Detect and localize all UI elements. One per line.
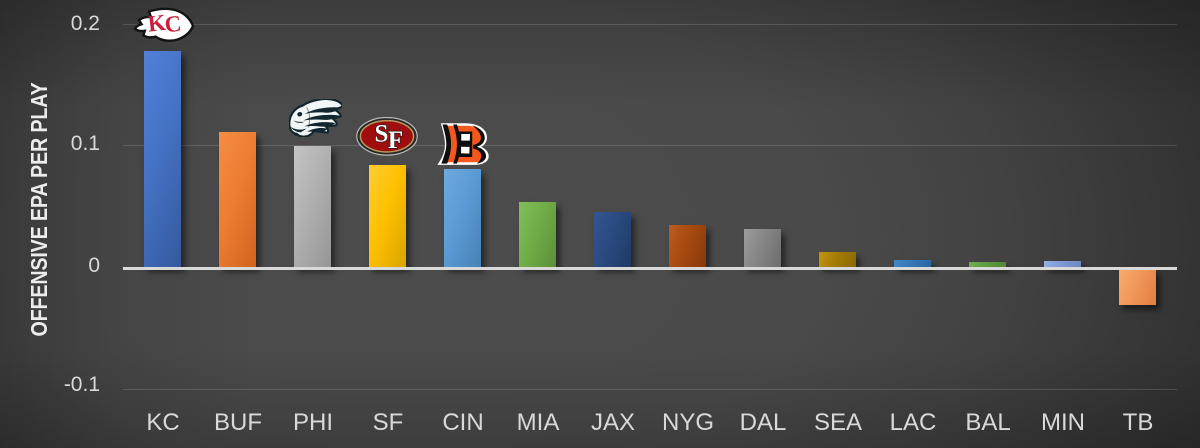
svg-text:F: F [388,127,403,154]
svg-text:C: C [163,11,182,38]
svg-text:K: K [147,10,168,37]
svg-text:S: S [375,121,389,148]
